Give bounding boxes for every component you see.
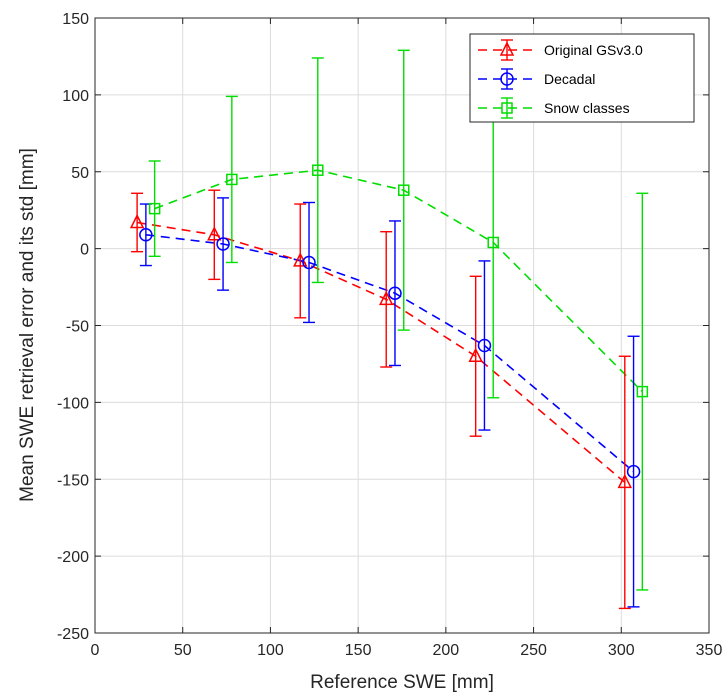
legend-label-decadal: Decadal: [544, 71, 595, 87]
y-tick-label: 0: [80, 242, 89, 259]
y-tick-label: -150: [57, 472, 89, 489]
data-point-decadal: [216, 237, 230, 251]
legend: Original GSv3.0 Decadal Snow classes: [469, 33, 695, 123]
markers: [129, 164, 649, 489]
data-point-snow-classes: [148, 202, 161, 215]
data-point-decadal: [388, 286, 402, 300]
data-point-decadal: [139, 228, 153, 242]
error-bar-original-gsv3-0: [618, 355, 631, 610]
legend-entries: Original GSv3.0 Decadal Snow classes: [478, 39, 643, 119]
x-tick-label: 300: [608, 642, 635, 659]
error-bar-original-gsv3-0: [208, 189, 221, 281]
data-point-snow-classes: [636, 385, 649, 398]
error-bar-original-gsv3-0: [294, 203, 307, 319]
error-bar-snow-classes: [636, 192, 649, 591]
data-point-decadal: [477, 338, 492, 353]
error-bars: [131, 49, 649, 610]
error-bar-original-gsv3-0: [380, 231, 393, 368]
x-tick-label: 250: [520, 642, 547, 659]
data-point-original-gsv3-0: [378, 290, 394, 306]
error-bar-decadal: [388, 220, 401, 367]
series-lines: [136, 169, 643, 483]
y-tick-label: 100: [62, 88, 89, 105]
y-tick-label: -200: [57, 549, 89, 566]
error-bar-snow-classes: [225, 95, 238, 264]
x-tick-label: 350: [696, 642, 723, 659]
data-point-original-gsv3-0: [468, 347, 483, 362]
x-tick-label: 100: [257, 642, 284, 659]
legend-item-decadal: Decadal: [478, 68, 595, 90]
data-point-snow-classes: [398, 184, 410, 196]
x-tick-label: 150: [345, 642, 372, 659]
data-point-decadal: [626, 464, 641, 479]
y-tick-labels: -250 -200 -150 -100 -50 0 50 100 150: [57, 11, 89, 643]
x-tick-label: 50: [174, 642, 192, 659]
legend-item-snow-classes: Snow classes: [478, 97, 630, 119]
data-point-snow-classes: [226, 173, 238, 186]
data-point-original-gsv3-0: [617, 473, 633, 489]
y-tick-label: 150: [62, 11, 89, 28]
data-point-snow-classes: [312, 164, 324, 176]
data-point-original-gsv3-0: [207, 226, 222, 241]
x-tick-labels: 0 50 100 150 200 250 300 350: [91, 642, 723, 659]
error-bar-decadal: [627, 335, 640, 608]
y-axis-title: Mean SWE retrieval error and its std [mm…: [17, 148, 38, 502]
error-bar-original-gsv3-0: [131, 192, 144, 253]
ticks: [94, 17, 710, 634]
y-tick-label: -100: [57, 395, 89, 412]
legend-marker-decadal: [500, 72, 514, 86]
error-bar-snow-classes: [397, 49, 410, 331]
error-bar-snow-classes: [148, 160, 161, 258]
y-tick-label: -250: [57, 626, 89, 643]
error-bar-decadal: [217, 197, 230, 291]
legend-marker-snow-classes: [501, 102, 513, 114]
error-bar-snow-classes: [311, 57, 324, 284]
error-bar-decadal: [303, 201, 316, 324]
data-point-snow-classes: [487, 236, 499, 249]
series-line-decadal: [145, 233, 635, 473]
legend-marker-original-gsv3-0: [499, 41, 515, 56]
data-point-original-gsv3-0: [129, 213, 145, 229]
x-tick-label: 0: [91, 642, 100, 659]
y-tick-label: 50: [71, 165, 89, 182]
series-line-original-gsv3-0: [136, 221, 626, 483]
x-axis-title: Reference SWE [mm]: [310, 672, 494, 693]
legend-item-original-gsv3-0: Original GSv3.0: [478, 39, 643, 61]
legend-label-original-gsv3-0: Original GSv3.0: [544, 42, 643, 58]
data-point-decadal: [302, 255, 316, 270]
error-bar-original-gsv3-0: [469, 275, 482, 437]
legend-label-snow-classes: Snow classes: [544, 100, 630, 116]
y-tick-label: -50: [66, 319, 89, 336]
series-line-snow-classes: [154, 169, 643, 393]
error-bar-decadal: [478, 260, 491, 431]
x-tick-label: 200: [433, 642, 460, 659]
